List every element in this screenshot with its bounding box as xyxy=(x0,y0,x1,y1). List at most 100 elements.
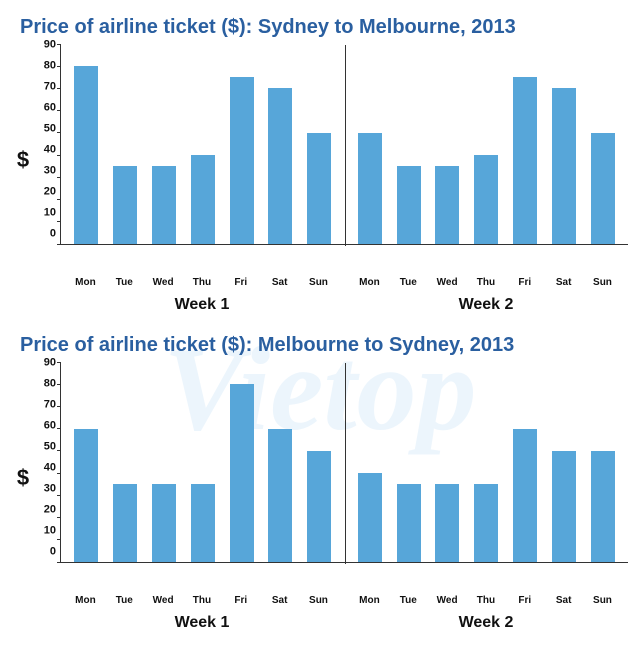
bar xyxy=(268,429,292,562)
y-axis-ticks: 9080706050403020100 xyxy=(34,45,60,245)
x-tick-label: Fri xyxy=(229,277,253,288)
y-tick-label: 20 xyxy=(44,187,56,198)
x-tick-label: Fri xyxy=(513,277,537,288)
y-tick-label: 50 xyxy=(44,124,56,135)
x-tick-label: Thu xyxy=(190,595,214,606)
x-tick-label: Sat xyxy=(268,277,292,288)
chart-body: $9080706050403020100 xyxy=(12,363,628,593)
week-categories: Mon Tue Wed Thu Fri Sat Sun xyxy=(344,595,628,606)
x-tick-label: Mon xyxy=(73,595,97,606)
week-group xyxy=(61,45,345,244)
y-axis-label: $ xyxy=(12,45,34,275)
bar xyxy=(113,484,137,562)
bar xyxy=(591,133,615,244)
chart-panel: Price of airline ticket ($): Sydney to M… xyxy=(0,0,640,314)
x-tick-label: Thu xyxy=(190,277,214,288)
y-axis-ticks: 9080706050403020100 xyxy=(34,363,60,563)
y-tick-label: 40 xyxy=(44,463,56,474)
week-labels: Week 1Week 2 xyxy=(60,296,628,314)
week-group xyxy=(345,45,629,244)
bar xyxy=(435,166,459,244)
y-tick-label: 10 xyxy=(44,208,56,219)
bars-container xyxy=(61,363,628,562)
y-tick-label: 30 xyxy=(44,484,56,495)
y-tick-label: 90 xyxy=(44,40,56,51)
chart-title: Price of airline ticket ($): Sydney to M… xyxy=(20,16,628,39)
x-tick-label: Tue xyxy=(396,595,420,606)
x-tick-label: Fri xyxy=(513,595,537,606)
x-tick-label: Thu xyxy=(474,595,498,606)
week-label: Week 1 xyxy=(60,614,344,632)
y-tick-label: 80 xyxy=(44,379,56,390)
bar xyxy=(152,166,176,244)
x-tick-label: Sat xyxy=(268,595,292,606)
x-tick-label: Mon xyxy=(357,277,381,288)
x-tick-label: Wed xyxy=(435,595,459,606)
bar xyxy=(552,451,576,562)
x-tick-label: Sat xyxy=(552,595,576,606)
bar xyxy=(513,429,537,562)
x-axis-categories: Mon Tue Wed Thu Fri Sat Sun Mon Tue Wed Thu Fri Sat S… xyxy=(60,277,628,288)
chart-title: Price of airline ticket ($): Melbourne t… xyxy=(20,334,628,357)
x-tick-label: Wed xyxy=(151,595,175,606)
week-label: Week 2 xyxy=(344,614,628,632)
y-tick-label: 0 xyxy=(50,547,56,558)
x-tick-label: Wed xyxy=(435,277,459,288)
y-tick-label: 60 xyxy=(44,421,56,432)
x-axis-categories: Mon Tue Wed Thu Fri Sat Sun Mon Tue Wed Thu Fri Sat S… xyxy=(60,595,628,606)
bar xyxy=(307,133,331,244)
week-categories: Mon Tue Wed Thu Fri Sat Sun xyxy=(60,277,344,288)
bar xyxy=(552,88,576,244)
x-tick-label: Thu xyxy=(474,277,498,288)
x-tick-label: Wed xyxy=(151,277,175,288)
x-tick-label: Sat xyxy=(552,277,576,288)
y-tick-label: 50 xyxy=(44,442,56,453)
bar xyxy=(74,66,98,244)
bar xyxy=(268,88,292,244)
x-tick-label: Sun xyxy=(590,595,614,606)
x-tick-label: Sun xyxy=(306,277,330,288)
x-tick-label: Sun xyxy=(306,595,330,606)
y-tick-label: 0 xyxy=(50,229,56,240)
bar xyxy=(591,451,615,562)
week-labels: Week 1Week 2 xyxy=(60,614,628,632)
y-tick-label: 80 xyxy=(44,61,56,72)
bar xyxy=(435,484,459,562)
y-tick-label: 90 xyxy=(44,358,56,369)
x-tick-label: Mon xyxy=(357,595,381,606)
bar xyxy=(152,484,176,562)
y-tick-label: 20 xyxy=(44,505,56,516)
y-tick-label: 60 xyxy=(44,103,56,114)
week-categories: Mon Tue Wed Thu Fri Sat Sun xyxy=(60,595,344,606)
x-tick-label: Sun xyxy=(590,277,614,288)
chart-body: $9080706050403020100 xyxy=(12,45,628,275)
x-tick-label: Tue xyxy=(112,277,136,288)
chart-panel: Price of airline ticket ($): Melbourne t… xyxy=(0,318,640,632)
x-tick-label: Mon xyxy=(73,277,97,288)
x-tick-label: Tue xyxy=(396,277,420,288)
x-tick-label: Fri xyxy=(229,595,253,606)
y-tick-label: 30 xyxy=(44,166,56,177)
week-group xyxy=(345,363,629,562)
charts-container: Price of airline ticket ($): Sydney to M… xyxy=(0,0,640,632)
y-axis-label: $ xyxy=(12,363,34,593)
week-label: Week 1 xyxy=(60,296,344,314)
bar xyxy=(191,484,215,562)
bar xyxy=(474,155,498,244)
y-tick-label: 70 xyxy=(44,82,56,93)
bar xyxy=(191,155,215,244)
plot-area xyxy=(60,363,628,563)
y-tick-label: 10 xyxy=(44,526,56,537)
bar xyxy=(474,484,498,562)
bar xyxy=(74,429,98,562)
bar xyxy=(358,133,382,244)
week-group xyxy=(61,363,345,562)
bar xyxy=(397,166,421,244)
bar xyxy=(230,384,254,562)
bar xyxy=(513,77,537,244)
bar xyxy=(113,166,137,244)
bar xyxy=(397,484,421,562)
bar xyxy=(307,451,331,562)
bars-container xyxy=(61,45,628,244)
x-tick-label: Tue xyxy=(112,595,136,606)
